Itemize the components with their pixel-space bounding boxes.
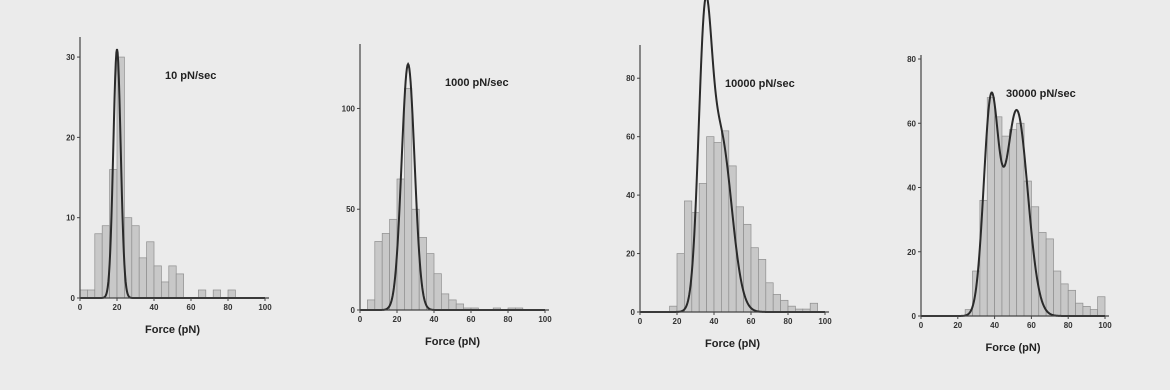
histogram-bar bbox=[706, 136, 715, 313]
histogram-bar bbox=[698, 183, 707, 313]
x-tick-label: 0 bbox=[638, 317, 643, 326]
histogram-bar bbox=[138, 257, 147, 299]
histogram-bar bbox=[433, 273, 442, 311]
y-tick-label: 0 bbox=[631, 308, 636, 317]
y-tick-label: 40 bbox=[626, 191, 635, 200]
panel-title: 30000 pN/sec bbox=[1006, 88, 1076, 100]
histogram-bar bbox=[1097, 296, 1106, 317]
histogram-bar bbox=[676, 253, 685, 313]
x-tick-label: 100 bbox=[818, 317, 832, 326]
x-tick-label: 40 bbox=[150, 303, 159, 312]
y-tick-label: 40 bbox=[907, 184, 916, 193]
x-tick-label: 80 bbox=[1064, 321, 1073, 330]
histogram-bar bbox=[1045, 238, 1054, 317]
histogram-bar bbox=[153, 265, 162, 299]
x-tick-label: 100 bbox=[1098, 321, 1112, 330]
y-tick-label: 0 bbox=[912, 312, 917, 321]
x-tick-label: 80 bbox=[224, 303, 233, 312]
histogram-bar bbox=[758, 259, 767, 313]
histogram-bar bbox=[1075, 302, 1084, 317]
x-tick-label: 100 bbox=[538, 315, 552, 324]
x-axis-label: Force (pN) bbox=[986, 342, 1041, 354]
histogram-bar bbox=[1016, 122, 1025, 317]
histogram-bar bbox=[441, 293, 450, 311]
histogram-bar bbox=[765, 282, 774, 313]
y-tick-label: 0 bbox=[351, 306, 356, 315]
histogram-bar bbox=[227, 289, 236, 299]
x-tick-label: 80 bbox=[784, 317, 793, 326]
histogram-bar bbox=[1008, 129, 1018, 317]
histogram-bar bbox=[750, 247, 759, 313]
x-tick-label: 20 bbox=[953, 321, 962, 330]
y-tick-label: 60 bbox=[907, 119, 916, 128]
panel-title: 10000 pN/sec bbox=[725, 78, 795, 90]
x-tick-label: 40 bbox=[990, 321, 999, 330]
histogram-bar bbox=[780, 299, 789, 313]
y-tick-label: 80 bbox=[907, 55, 916, 64]
histogram-bar bbox=[79, 289, 88, 299]
x-axis-label: Force (pN) bbox=[145, 324, 200, 336]
chart-panel-3: 0 20 40 60 80 100 0 20 40 60 80 10000 pN/sec Force (… bbox=[626, 0, 832, 350]
panel-title: 10 pN/sec bbox=[165, 70, 216, 82]
y-tick-label: 80 bbox=[626, 74, 635, 83]
histogram-bar bbox=[684, 200, 693, 313]
histogram-bar bbox=[367, 299, 376, 311]
histogram-bar bbox=[1067, 289, 1076, 317]
x-axis-label: Force (pN) bbox=[705, 338, 760, 350]
histogram-bar bbox=[87, 289, 96, 299]
x-tick-label: 60 bbox=[187, 303, 196, 312]
histogram-bar bbox=[721, 130, 730, 313]
histogram-bar bbox=[1053, 270, 1062, 317]
histogram-bar bbox=[1082, 306, 1091, 317]
x-tick-label: 60 bbox=[467, 315, 476, 324]
x-tick-label: 40 bbox=[710, 317, 719, 326]
histogram-bar bbox=[198, 289, 207, 299]
x-tick-label: 100 bbox=[258, 303, 272, 312]
histogram-bar bbox=[1060, 283, 1069, 317]
y-tick-label: 10 bbox=[66, 214, 75, 223]
x-tick-label: 80 bbox=[504, 315, 513, 324]
histogram-bar bbox=[146, 241, 155, 299]
chart-panel-4: 0 20 40 60 80 100 0 20 40 60 80 30000 pN/sec Force (… bbox=[907, 55, 1112, 354]
histogram-bar bbox=[131, 225, 140, 299]
y-tick-label: 30 bbox=[66, 53, 75, 62]
histogram-bar bbox=[448, 299, 457, 311]
x-tick-label: 60 bbox=[1027, 321, 1036, 330]
histogram-bar bbox=[986, 97, 995, 317]
chart-panel-1: 0 20 40 60 80 100 0 10 20 30 10 pN/sec Force (pN) bbox=[66, 37, 272, 336]
x-tick-label: 0 bbox=[78, 303, 83, 312]
y-tick-label: 0 bbox=[71, 294, 76, 303]
histogram-bar bbox=[713, 142, 722, 313]
histogram-bar bbox=[381, 233, 390, 311]
histogram-bar bbox=[175, 273, 184, 299]
histogram-bar bbox=[161, 281, 170, 299]
y-tick-label: 100 bbox=[342, 104, 356, 113]
histogram-bar bbox=[772, 294, 781, 313]
histogram-bar bbox=[404, 87, 413, 311]
panel-title: 1000 pN/sec bbox=[445, 77, 509, 89]
histogram-bar bbox=[809, 302, 818, 313]
x-tick-label: 0 bbox=[919, 321, 924, 330]
x-tick-label: 20 bbox=[393, 315, 402, 324]
histogram-bar bbox=[212, 289, 221, 299]
y-tick-label: 20 bbox=[907, 248, 916, 257]
histogram-bar bbox=[168, 265, 177, 299]
x-tick-label: 40 bbox=[430, 315, 439, 324]
x-tick-label: 20 bbox=[673, 317, 682, 326]
y-tick-label: 20 bbox=[66, 133, 75, 142]
x-tick-label: 60 bbox=[747, 317, 756, 326]
histogram-bar bbox=[374, 241, 383, 311]
x-axis-label: Force (pN) bbox=[425, 336, 480, 348]
histogram-bar bbox=[94, 233, 103, 299]
chart-panel-2: 0 20 40 60 80 100 0 50 100 1000 pN/sec Force (pN) bbox=[342, 44, 552, 348]
histogram-bar bbox=[426, 253, 435, 311]
y-tick-label: 20 bbox=[626, 250, 635, 259]
y-tick-label: 60 bbox=[626, 133, 635, 142]
x-tick-label: 20 bbox=[113, 303, 122, 312]
y-tick-label: 50 bbox=[346, 205, 355, 214]
x-tick-label: 0 bbox=[358, 315, 363, 324]
